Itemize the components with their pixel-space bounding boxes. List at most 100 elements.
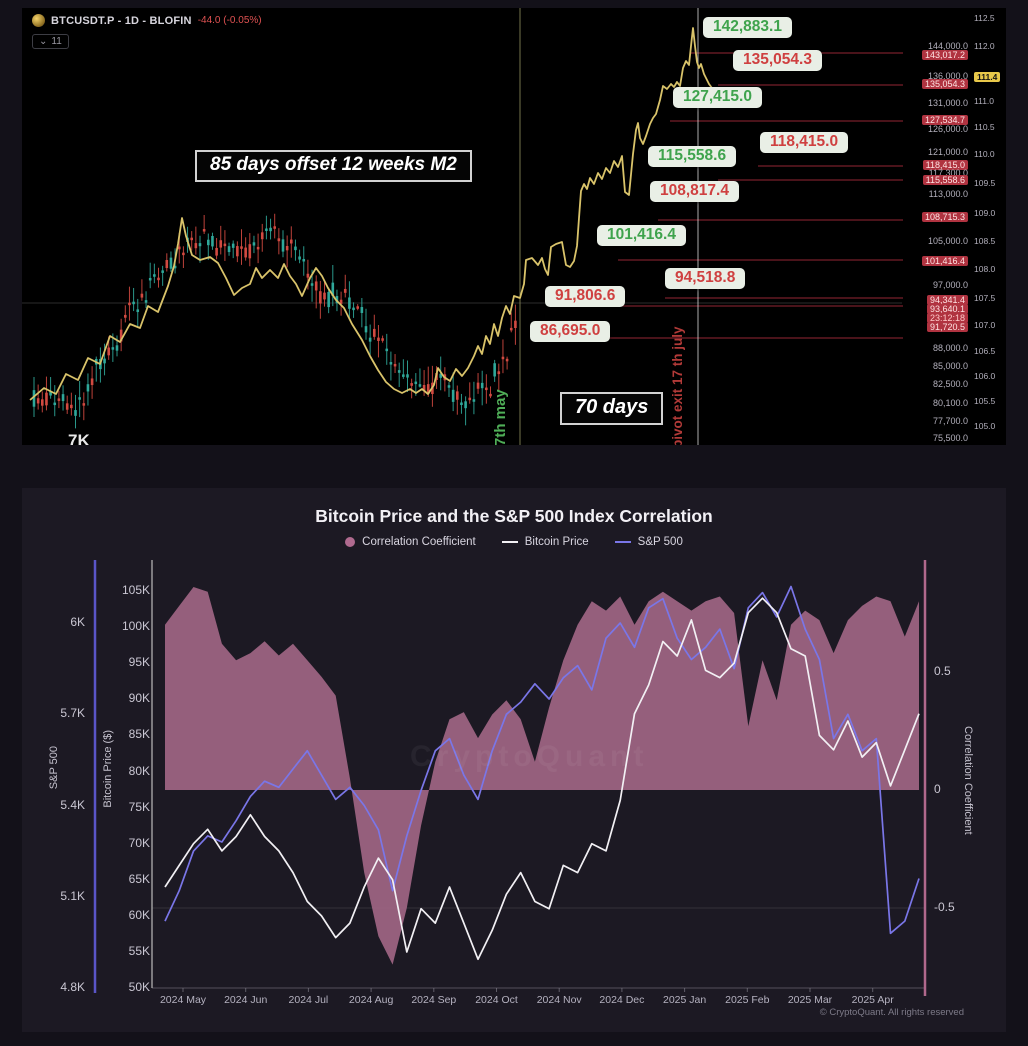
candle-body: [290, 239, 293, 244]
candle-body: [256, 246, 260, 250]
candle-body: [364, 326, 368, 333]
candle-body: [194, 243, 198, 249]
legend-line-marker: [501, 541, 518, 543]
candle-body: [410, 383, 413, 386]
candle-body: [236, 246, 239, 257]
btc-tick: 95K: [128, 655, 150, 670]
btc-tick: 75K: [128, 799, 150, 814]
price-callout[interactable]: 108,817.4: [650, 181, 739, 202]
candle-body: [231, 243, 235, 248]
price-callout[interactable]: 86,695.0: [530, 321, 611, 342]
month-label: 2024 Sep: [411, 994, 457, 1006]
candle-body: [319, 291, 322, 304]
candle-body: [198, 243, 202, 247]
correlation-tick: -0.5: [934, 900, 955, 914]
candle-body: [298, 256, 301, 260]
candle-body: [144, 300, 148, 303]
candle-body: [360, 307, 364, 313]
candle-body: [240, 246, 243, 249]
month-label: 2025 Feb: [725, 994, 770, 1006]
price-callout[interactable]: 101,416.4: [597, 225, 686, 246]
price-axis-label: 75,500.0: [932, 433, 968, 443]
m2-axis-label: 105.0: [974, 421, 996, 431]
legend-label: S&P 500: [637, 536, 683, 548]
price-callout[interactable]: 118,415.0: [760, 132, 849, 153]
month-label: 2025 Mar: [787, 994, 833, 1006]
legend-line-marker: [614, 541, 631, 543]
days-annotation[interactable]: 70 days: [560, 392, 664, 425]
candle-body: [447, 385, 451, 388]
candle-body: [202, 229, 206, 232]
sp500-tick: 5.4K: [60, 797, 85, 812]
candle-body: [418, 384, 422, 387]
candle-body: [82, 403, 86, 406]
correlation-plot: [93, 560, 927, 996]
candle-body: [451, 389, 455, 402]
legend-item[interactable]: S&P 500: [614, 536, 683, 548]
candle-body: [335, 296, 339, 304]
month-label: 2024 Aug: [348, 994, 394, 1006]
indicator-toggle[interactable]: ⌄ 11: [32, 34, 69, 49]
candlestick-plot: [22, 8, 903, 445]
btc-tick: 85K: [128, 727, 150, 742]
candle-body: [323, 292, 326, 300]
candle-body: [124, 314, 127, 318]
ticker-header[interactable]: BTCUSDT.P - 1D - BLOFIN -44.0 (-0.05%): [32, 14, 262, 27]
legend-dot-marker: [345, 537, 356, 547]
offset-annotation[interactable]: 85 days offset 12 weeks M2: [195, 150, 472, 182]
may-marker-label[interactable]: 7th may: [492, 389, 509, 445]
price-callout[interactable]: 127,415.0: [673, 87, 762, 108]
candle-body: [373, 328, 376, 337]
candle-body: [397, 370, 401, 373]
price-callout[interactable]: 115,558.6: [648, 146, 737, 167]
price-axis-label: 143,017.2: [921, 50, 968, 60]
spx-line: [164, 585, 920, 935]
candle-body: [302, 258, 306, 262]
price-callout[interactable]: 91,806.6: [545, 286, 626, 307]
candle-body: [78, 397, 81, 400]
price-axis-label: 118,415.0: [922, 160, 968, 170]
price-axis[interactable]: 144,000.0 143,017.2 136,000.0 135,054.3 131,…: [898, 8, 970, 445]
sp500-axis-title: S&P 500: [48, 746, 60, 790]
candle-body: [248, 244, 252, 259]
correlation-chart-panel: Bitcoin Price and the S&P 500 Index Corr…: [22, 488, 1006, 1032]
btc-tick: 80K: [128, 763, 150, 778]
candle-body: [227, 246, 231, 253]
logo-fragment: 7K: [68, 431, 90, 445]
chart-title: Bitcoin Price and the S&P 500 Index Corr…: [315, 506, 713, 526]
m2-line: [29, 27, 713, 401]
price-callout[interactable]: 135,054.3: [733, 50, 822, 71]
candle-body: [356, 306, 359, 309]
legend-item[interactable]: Correlation Coefficient: [345, 536, 476, 548]
btc-tick: 60K: [128, 907, 150, 922]
price-callout[interactable]: 142,883.1: [703, 17, 792, 38]
symbol-title[interactable]: BTCUSDT.P - 1D - BLOFIN: [51, 14, 192, 27]
candle-body: [53, 402, 57, 406]
candle-body: [460, 402, 463, 406]
indicator-count: 11: [51, 36, 62, 47]
candle-body: [140, 293, 144, 298]
coin-icon: [32, 14, 45, 27]
m2-axis-label: 109.0: [974, 208, 996, 218]
candle-body: [136, 309, 140, 313]
price-axis-label: 82,500.0: [932, 379, 968, 389]
bar-countdown: 23:12:18: [926, 313, 968, 323]
candle-body: [32, 390, 36, 407]
legend-item[interactable]: Bitcoin Price: [501, 536, 589, 548]
btc-tick: 105K: [121, 583, 150, 597]
m2-scale-axis[interactable]: 112.5 112.0 111.4 111.0 110.5 110.0 109.5 109.0…: [972, 8, 1006, 445]
price-axis-label: 117,300.0: [928, 168, 968, 178]
chevron-down-icon[interactable]: ⌄: [39, 36, 48, 47]
candle-body: [190, 237, 193, 241]
month-label: 2024 Dec: [599, 994, 645, 1006]
candle-body: [285, 246, 289, 251]
candle-body: [86, 384, 90, 392]
candle-body: [343, 288, 347, 293]
price-callout[interactable]: 94,518.8: [665, 268, 746, 289]
candle-body: [514, 320, 517, 329]
candle-body: [161, 270, 164, 273]
candle-body: [219, 240, 223, 248]
candle-body: [132, 301, 135, 305]
candle-body: [306, 273, 310, 278]
